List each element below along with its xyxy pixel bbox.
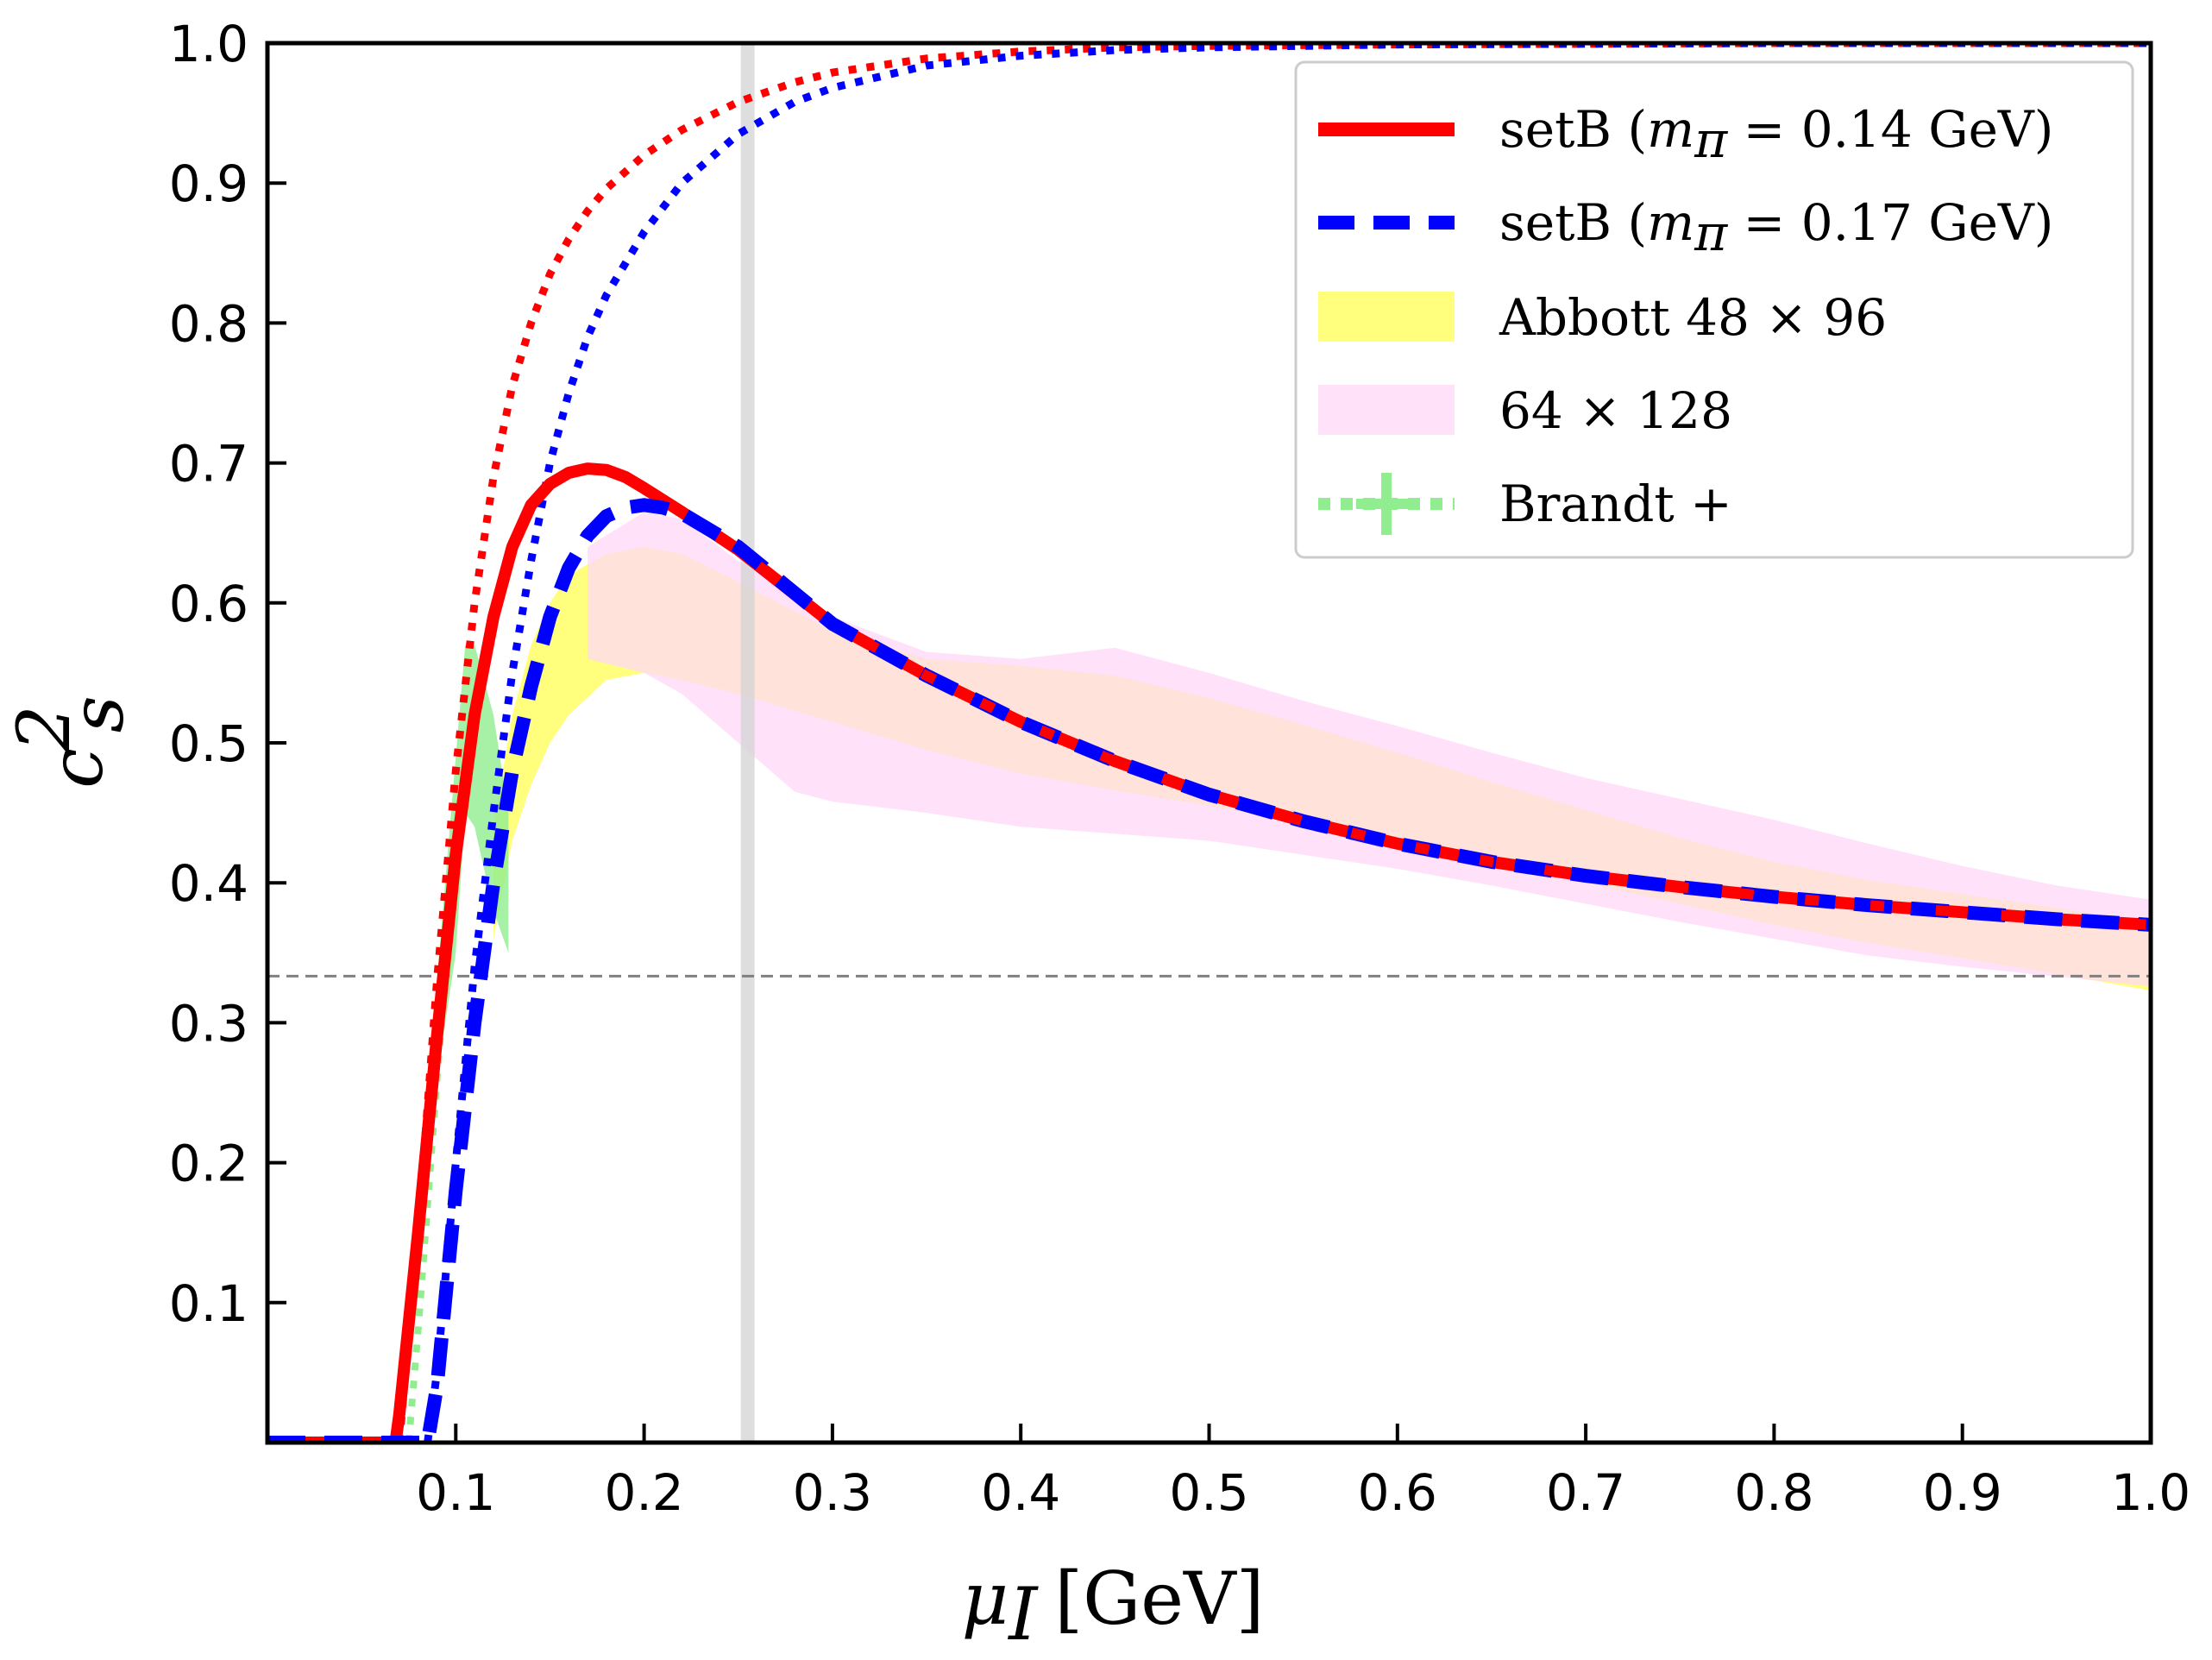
x-tick-label: 0.4 <box>981 1463 1060 1522</box>
legend-label-lattice: 64 × 128 <box>1499 381 1732 440</box>
legend-label-prefix: setB ( <box>1499 193 1647 252</box>
x-tick-label: 0.3 <box>793 1463 872 1522</box>
y-tick-label: 0.1 <box>169 1274 248 1333</box>
x-tick-label: 0.9 <box>1923 1463 2002 1522</box>
legend-frame <box>1294 60 2134 559</box>
x-tick-label: 0.2 <box>604 1463 683 1522</box>
legend-label-var: m <box>1647 100 1694 159</box>
legend-swatch-abbott <box>1318 292 1455 342</box>
x-tick-label: 0.7 <box>1546 1463 1625 1522</box>
y-tick-label: 0.9 <box>169 154 248 213</box>
svg-text:c2s: c2s <box>2 695 140 789</box>
y-axis-symbol: c <box>35 748 119 789</box>
legend-label-eq: = 0.17 GeV) <box>1727 193 2053 252</box>
y-tick-label: 1.0 <box>169 15 248 73</box>
legend-item-setB-014: setB (mπ = 0.14 GeV) <box>1318 100 2053 169</box>
brandt-error-band <box>437 645 509 1079</box>
y-tick-label: 0.2 <box>169 1135 248 1193</box>
legend-label-sub: π <box>1694 204 1728 262</box>
y-axis-superscript: 2 <box>2 705 86 751</box>
series-line-setB_017 <box>267 498 2151 1443</box>
legend-item-brandt: Brandt + <box>1318 473 1732 535</box>
y-tick-label: 0.3 <box>169 994 248 1053</box>
legend-label-brandt: Brandt + <box>1499 475 1732 533</box>
x-axis-symbol: μ <box>962 1556 1009 1641</box>
y-tick-label: 0.7 <box>169 435 248 494</box>
legend-label-sub: π <box>1694 110 1728 169</box>
y-axis-ticks: 0.1 0.2 0.3 0.4 0.5 0.6 0.7 0.8 0.9 1.0 <box>169 15 286 1333</box>
legend: setB (mπ = 0.14 GeV) setB (mπ = 0.17 GeV… <box>1294 60 2134 559</box>
legend-label-var: m <box>1647 193 1694 252</box>
y-axis-subscript: s <box>55 695 140 733</box>
x-tick-label: 0.5 <box>1169 1463 1248 1522</box>
band-lattice_64x128 <box>588 512 2151 987</box>
y-tick-label: 0.8 <box>169 294 248 353</box>
y-axis-label: c2s <box>2 695 140 789</box>
y-tick-label: 0.5 <box>169 714 248 773</box>
x-tick-label: 0.6 <box>1358 1463 1437 1522</box>
x-tick-label: 0.1 <box>416 1463 495 1522</box>
x-axis-ticks: 0.1 0.2 0.3 0.4 0.5 0.6 0.7 0.8 0.9 1.0 <box>416 1424 2190 1522</box>
x-axis-subscript: I <box>1007 1572 1039 1657</box>
legend-label-abbott: Abbott 48 × 96 <box>1499 288 1887 347</box>
svg-text:setB (mπ = 0.17 GeV): setB (mπ = 0.17 GeV) <box>1499 193 2053 262</box>
svg-text:setB (mπ = 0.14 GeV): setB (mπ = 0.14 GeV) <box>1499 100 2053 169</box>
y-tick-label: 0.6 <box>169 575 248 633</box>
x-tick-label: 0.8 <box>1734 1463 1813 1522</box>
legend-label-eq: = 0.14 GeV) <box>1727 100 2053 159</box>
legend-item-setB-017: setB (mπ = 0.17 GeV) <box>1318 193 2053 262</box>
x-tick-label: 1.0 <box>2111 1463 2190 1522</box>
legend-swatch-lattice <box>1318 385 1455 435</box>
legend-item-lattice: 64 × 128 <box>1318 381 1732 440</box>
x-axis-label: μI [GeV] <box>962 1556 1265 1657</box>
x-axis-unit: [GeV] <box>1054 1556 1264 1641</box>
legend-label-prefix: setB ( <box>1499 100 1647 159</box>
legend-item-abbott: Abbott 48 × 96 <box>1318 288 1887 347</box>
y-tick-label: 0.4 <box>169 854 248 913</box>
